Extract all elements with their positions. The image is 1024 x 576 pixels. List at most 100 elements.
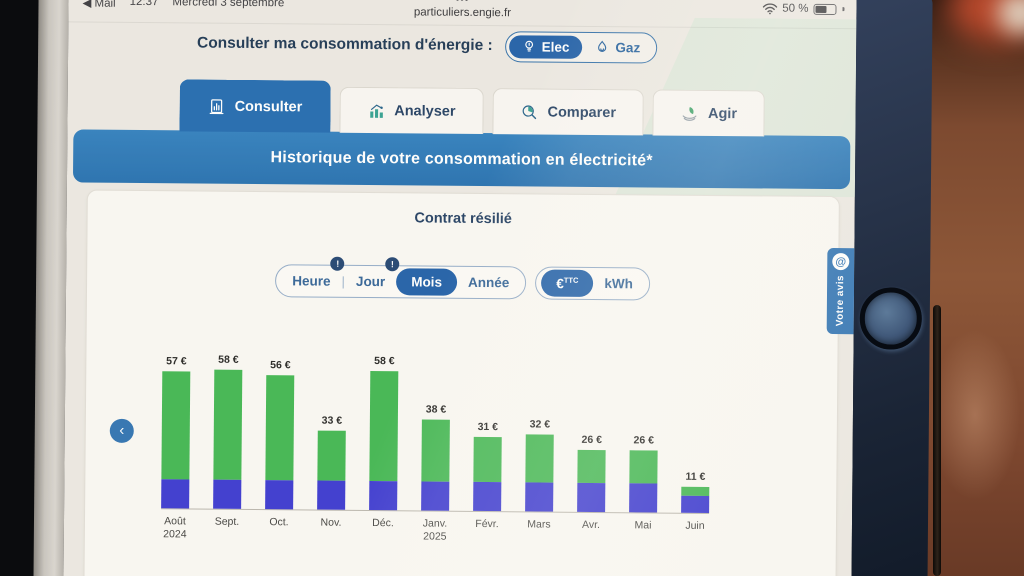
consumption-segment — [629, 449, 658, 484]
bar-chart-icon — [367, 101, 385, 119]
subscription-segment — [213, 479, 242, 509]
contract-status: Contrat résilié — [414, 210, 512, 228]
consumption-segment — [369, 370, 399, 482]
bar-value-label: 57 € — [166, 355, 187, 368]
bar-column[interactable]: 57 € Août 2024 — [161, 355, 191, 541]
unit-toggle: €TTC kWh — [535, 266, 651, 301]
history-banner: Historique de votre consommation en élec… — [72, 129, 851, 190]
consumption-card: Contrat résilié Heure ! | Jour ! Mois — [83, 189, 840, 576]
energy-type-toggle: Elec Gaz — [504, 30, 658, 64]
x-axis-tick-label: Janv. 2025 — [422, 517, 448, 543]
subscription-segment — [161, 479, 190, 509]
x-axis-tick-label: Août 2024 — [163, 515, 187, 541]
subscription-segment — [421, 481, 450, 511]
bar-column[interactable]: 38 € Janv. 2025 — [421, 403, 450, 543]
bar-value-label: 11 € — [685, 470, 706, 483]
bar-value-label: 26 € — [633, 433, 654, 447]
subscription-segment — [369, 481, 398, 511]
battery-nub — [842, 7, 845, 12]
history-banner-title: Historique de votre consommation en élec… — [270, 148, 653, 169]
subscription-segment — [265, 480, 294, 510]
gaz-toggle-button[interactable]: Gaz — [582, 35, 653, 59]
home-button[interactable] — [859, 287, 923, 350]
bar-column[interactable]: 56 € Oct. — [265, 358, 295, 528]
bar-column[interactable]: 32 € Mars — [525, 418, 554, 531]
x-axis-tick-label: Mai — [634, 519, 652, 532]
consumption-segment — [681, 486, 710, 497]
unit-euro-button[interactable]: €TTC — [541, 269, 594, 298]
table-light-reflection — [930, 330, 1020, 500]
bar-value-label: 33 € — [321, 414, 343, 427]
subscription-segment — [577, 483, 606, 513]
consumption-segment — [161, 371, 191, 480]
meter-icon — [208, 97, 226, 115]
bar-column[interactable]: 31 € Févr. — [473, 420, 502, 530]
bar-column[interactable]: 26 € Avr. — [577, 433, 606, 531]
x-axis-tick-label: Oct. — [269, 516, 289, 529]
ipad-device: ◀ Mail 12:37 Mercredi 3 septembre ••• pa… — [33, 0, 933, 576]
bar-chart: 57 € Août 2024 58 € Sept. 56 € Oct. 33 € Nov. 58 … — [161, 319, 711, 543]
bar-column[interactable]: 58 € Déc. — [369, 354, 399, 529]
bar-value-label: 26 € — [581, 433, 602, 446]
x-axis-tick-label: Nov. — [320, 516, 342, 529]
battery-icon — [813, 3, 837, 15]
bar-column[interactable]: 58 € Sept. — [213, 353, 243, 528]
tab-analyser[interactable]: Analyser — [339, 86, 484, 134]
tab-analyser-label: Analyser — [394, 102, 456, 120]
tab-consulter[interactable]: Consulter — [179, 79, 331, 133]
subscription-segment — [317, 480, 346, 510]
tab-bar: Consulter Analyser — [179, 79, 766, 137]
subscription-segment — [525, 482, 554, 512]
consumption-segment — [317, 430, 346, 482]
unit-kwh-button[interactable]: kWh — [604, 276, 633, 292]
bulb-icon — [522, 39, 536, 53]
period-mois-button[interactable]: Mois — [396, 268, 458, 296]
period-toggle: Heure ! | Jour ! Mois Année — [275, 256, 527, 300]
magnifier-pie-icon — [520, 103, 538, 121]
bar-value-label: 32 € — [529, 418, 551, 431]
chart-zone: ‹ 57 € Août 2024 58 € Sept. 56 € Oct. 33 € Nov. 5… — [84, 319, 837, 576]
consumption-segment — [577, 449, 606, 484]
ipad-screen: ◀ Mail 12:37 Mercredi 3 septembre ••• pa… — [63, 0, 857, 576]
elec-toggle-button[interactable]: Elec — [508, 34, 583, 59]
alert-badge: ! — [330, 256, 345, 271]
status-bar: ◀ Mail 12:37 Mercredi 3 septembre ••• pa… — [68, 0, 857, 30]
flame-icon — [595, 40, 609, 54]
bar-value-label: 58 € — [374, 354, 395, 368]
subscription-segment — [473, 482, 502, 512]
bar-column[interactable]: 26 € Mai — [629, 433, 658, 531]
consumption-segment — [213, 369, 243, 481]
wifi-icon — [762, 2, 777, 14]
bar-value-label: 56 € — [270, 358, 291, 371]
hands-leaf-icon — [681, 104, 699, 122]
votre-avis-label: Votre avis — [834, 275, 847, 327]
avis-verifies-icon: @ — [832, 253, 850, 271]
chart-controls: Heure ! | Jour ! Mois Année €TTC kWh — [87, 256, 838, 303]
stand-cable — [933, 305, 941, 576]
period-annee-button[interactable]: Année — [467, 274, 510, 291]
period-heure-button[interactable]: Heure ! — [281, 256, 345, 294]
chevron-left-icon[interactable]: ‹ — [109, 418, 134, 443]
tab-comparer-label: Comparer — [547, 104, 617, 121]
x-axis-tick-label: Sept. — [214, 515, 240, 528]
subscription-segment — [629, 483, 658, 513]
consumption-segment — [525, 434, 554, 483]
period-jour-button[interactable]: Jour ! — [345, 257, 400, 294]
tab-comparer[interactable]: Comparer — [492, 88, 645, 136]
x-axis-tick-label: Mars — [527, 518, 551, 531]
subscription-segment — [681, 495, 710, 513]
votre-avis-tab[interactable]: @ Votre avis — [826, 248, 855, 335]
alert-badge: ! — [385, 257, 400, 272]
page-title: Consulter ma consommation d'énergie : — [196, 34, 493, 55]
tab-consulter-label: Consulter — [234, 98, 303, 115]
bar-column[interactable]: 11 € Juin — [681, 470, 710, 532]
consumption-header: Consulter ma consommation d'énergie : El… — [68, 24, 786, 66]
battery-percentage: 50 % — [782, 2, 809, 15]
consumption-segment — [473, 436, 502, 483]
bar-value-label: 31 € — [477, 420, 499, 433]
bar-column[interactable]: 33 € Nov. — [317, 414, 346, 529]
consumption-segment — [421, 419, 450, 482]
tab-agir[interactable]: Agir — [652, 89, 766, 137]
elec-label: Elec — [541, 39, 570, 55]
